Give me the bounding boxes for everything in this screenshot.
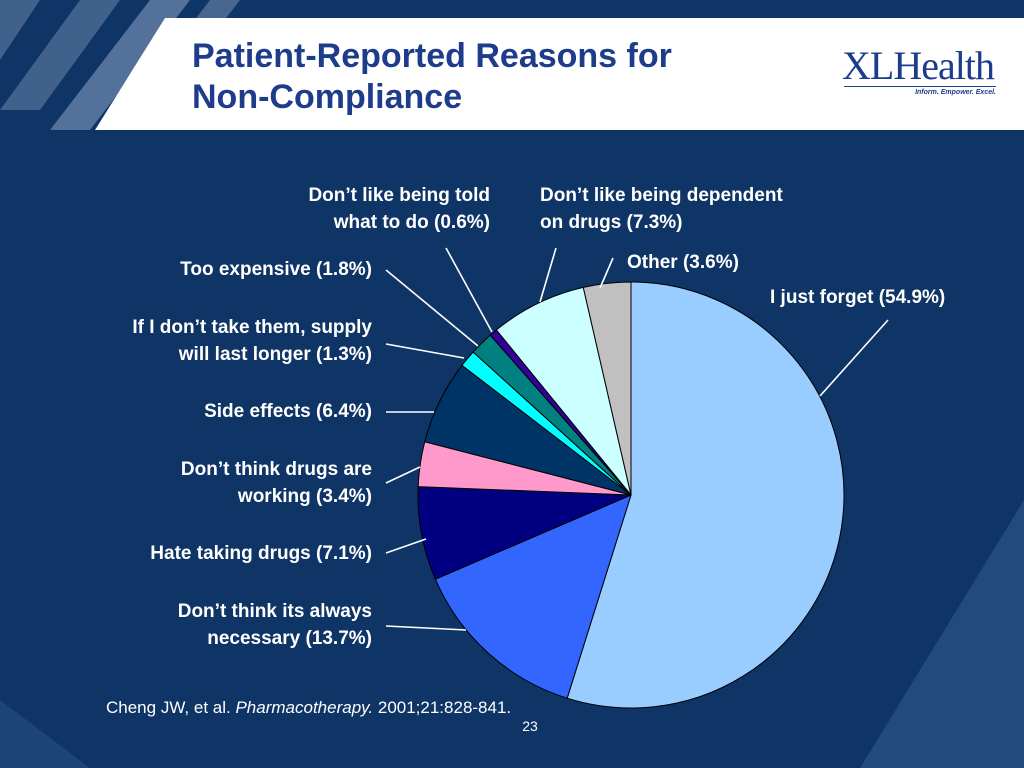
leader-line-5	[385, 343, 465, 359]
pie-slice-1	[434, 494, 632, 699]
slice-label-2: Hate taking drugs (7.1%)	[150, 543, 372, 564]
logo-tagline: Inform. Empower. Excel.	[915, 89, 996, 96]
leader-line-1	[385, 625, 467, 631]
slice-label-0: I just forget (54.9%)	[770, 287, 946, 308]
citation-authors: Cheng JW, et al.	[106, 698, 231, 717]
slice-label-8: Don’t like being dependent on drugs (7.3…	[540, 185, 783, 233]
logo-rule	[844, 86, 996, 87]
xlhealth-logo: XLHealth Inform. Empower. Excel.	[842, 44, 1002, 104]
slide-number: 23	[522, 718, 538, 734]
pie-slice-9	[582, 281, 632, 496]
slice-label-7: Don’t like being told what to do (0.6%)	[308, 185, 490, 233]
pie-slice-0	[566, 281, 845, 709]
slice-label-9: Other (3.6%)	[627, 252, 739, 273]
header-band	[95, 18, 1024, 130]
leader-line-2	[385, 538, 427, 554]
slice-label-1: Don’t think its always necessary (13.7%)	[177, 601, 372, 649]
slice-label-3: Don’t think drugs are working (3.4%)	[180, 459, 372, 507]
leader-line-7	[445, 247, 493, 333]
leader-line-6	[385, 269, 479, 347]
pie-slice-8	[495, 286, 632, 496]
citation-details: 2001;21:828-841.	[377, 698, 512, 717]
leader-line-0	[819, 319, 889, 397]
title-line-1: Patient-Reported Reasons for	[192, 37, 672, 75]
slice-label-5: If I don’t take them, supply will last l…	[132, 317, 372, 365]
citation-journal: Pharmacotherapy.	[235, 698, 374, 717]
leader-line-9	[599, 257, 614, 289]
slice-label-4: Side effects (6.4%)	[204, 401, 372, 422]
leader-line-8	[539, 247, 557, 303]
title-line-2: Non-Compliance	[192, 78, 463, 116]
page-title: Patient-Reported Reasons for Non-Complia…	[192, 36, 672, 118]
citation: Cheng JW, et al. Pharmacotherapy. 2001;2…	[106, 698, 511, 718]
leader-line-3	[385, 466, 421, 484]
slice-label-6: Too expensive (1.8%)	[180, 259, 372, 280]
logo-wordmark: XLHealth	[842, 43, 995, 88]
